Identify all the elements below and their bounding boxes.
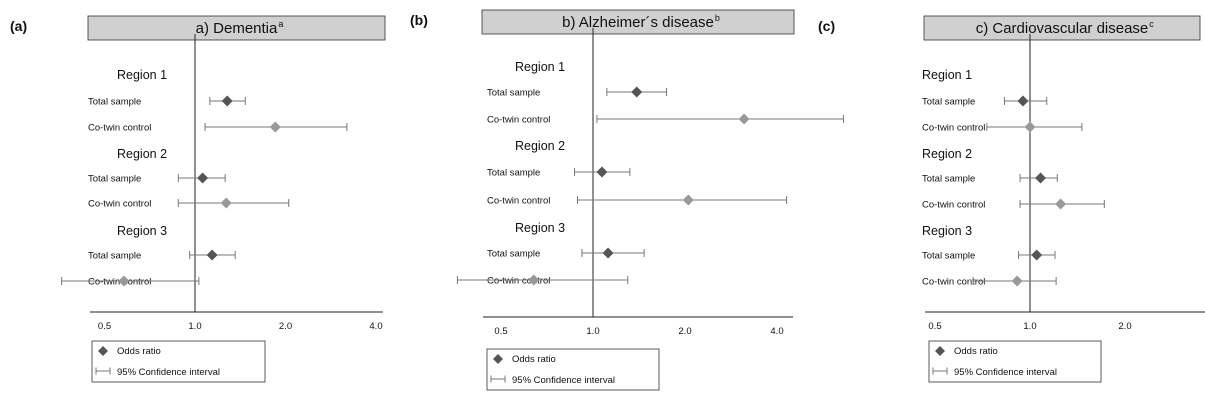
odds-ratio-marker [221, 95, 233, 107]
row-label: Total sample [88, 97, 141, 108]
row-label: Total sample [922, 251, 975, 262]
odds-ratio-marker [682, 194, 694, 206]
title-box [923, 15, 1201, 41]
legend: Odds ratio 95% Confidence interval [928, 340, 1102, 383]
legend-confidence-interval: 95% Confidence interval [117, 367, 220, 378]
x-tick-label: 4.0 [770, 326, 783, 337]
region-label: Region 3 [515, 221, 565, 235]
odds-ratio-marker [1011, 275, 1023, 287]
row-label: Total sample [487, 88, 540, 99]
row-label: Total sample [922, 97, 975, 108]
panel-label: (c) [818, 18, 835, 34]
legend-confidence-interval: 95% Confidence interval [512, 375, 615, 386]
row-label: Co-twin control [487, 276, 550, 287]
forest-panel-1: (a) a) Dementia a 0.5 1.0 2.0 4.0 Region 1 Total… [10, 15, 386, 383]
odds-ratio-marker [1017, 95, 1029, 107]
row-label: Total sample [922, 174, 975, 185]
odds-ratio-marker [738, 113, 750, 125]
region-label: Region 1 [515, 60, 565, 74]
forest-panel-3: (c)c) Cardiovascular diseasec0.51.02.04.… [818, 15, 1205, 383]
odds-ratio-marker [1024, 121, 1036, 133]
legend: Odds ratio 95% Confidence interval [91, 340, 266, 383]
row-label: Total sample [487, 168, 540, 179]
odds-ratio-marker [269, 121, 281, 133]
odds-ratio-marker [1031, 249, 1043, 261]
x-tick-label: 2.0 [678, 326, 691, 337]
odds-ratio-marker [596, 166, 608, 178]
legend-diamond-icon [493, 354, 503, 364]
row-label: Total sample [487, 249, 540, 260]
row-label: Co-twin control [88, 199, 151, 210]
title-superscript: a [278, 19, 283, 29]
odds-ratio-marker [1035, 172, 1047, 184]
row-label: Co-twin control [922, 277, 985, 288]
legend-box [91, 340, 266, 383]
row-label: Total sample [88, 174, 141, 185]
legend-odds-ratio: Odds ratio [954, 346, 998, 357]
panel-title: a) Dementia [196, 20, 278, 37]
legend-box [486, 348, 660, 391]
x-tick-label: 2.0 [1118, 321, 1131, 332]
region-label: Region 2 [117, 147, 167, 161]
odds-ratio-marker [118, 275, 130, 287]
legend-box [928, 340, 1102, 383]
row-label: Co-twin control [88, 123, 151, 134]
legend-confidence-interval: 95% Confidence interval [954, 367, 1057, 378]
title-box [87, 15, 386, 41]
row-label: Co-twin control [922, 200, 985, 211]
odds-ratio-marker [197, 172, 209, 184]
x-tick-label: 1.0 [586, 326, 599, 337]
x-tick-label: 2.0 [279, 321, 292, 332]
legend-odds-ratio: Odds ratio [512, 354, 556, 365]
region-label: Region 1 [117, 68, 167, 82]
x-tick-label: 1.0 [188, 321, 201, 332]
region-label: Region 3 [117, 224, 167, 238]
x-tick-label: 0.5 [494, 326, 507, 337]
panel-title: c) Cardiovascular disease [976, 20, 1149, 37]
x-tick-label: 0.5 [98, 321, 111, 332]
row-label: Co-twin control [487, 115, 550, 126]
legend-diamond-icon [935, 346, 945, 356]
panel-title: b) Alzheimer´s disease [562, 14, 714, 31]
odds-ratio-marker [528, 274, 540, 286]
x-tick-label: 0.5 [928, 321, 941, 332]
legend-diamond-icon [98, 346, 108, 356]
row-label: Co-twin control [922, 123, 985, 134]
odds-ratio-marker [220, 197, 232, 209]
region-label: Region 2 [515, 139, 565, 153]
odds-ratio-marker [602, 247, 614, 259]
title-superscript: c [1149, 19, 1154, 29]
x-tick-label: 4.0 [369, 321, 382, 332]
odds-ratio-marker [1055, 198, 1067, 210]
x-tick-label: 1.0 [1023, 321, 1036, 332]
title-superscript: b [715, 13, 720, 23]
row-label: Co-twin control [487, 196, 550, 207]
panel-label: (a) [10, 18, 27, 34]
row-label: Total sample [88, 251, 141, 262]
title-box [481, 9, 795, 35]
forest-panel-2: (b) b) Alzheimer´s disease b 0.5 1.0 2.0 4.0 Re… [410, 9, 844, 391]
legend-odds-ratio: Odds ratio [117, 346, 161, 357]
odds-ratio-marker [206, 249, 218, 261]
legend: Odds ratio 95% Confidence interval [486, 348, 660, 391]
region-label: Region 1 [922, 68, 972, 82]
region-label: Region 3 [922, 224, 972, 238]
region-label: Region 2 [922, 147, 972, 161]
odds-ratio-marker [631, 86, 643, 98]
panel-label: (b) [410, 12, 428, 28]
